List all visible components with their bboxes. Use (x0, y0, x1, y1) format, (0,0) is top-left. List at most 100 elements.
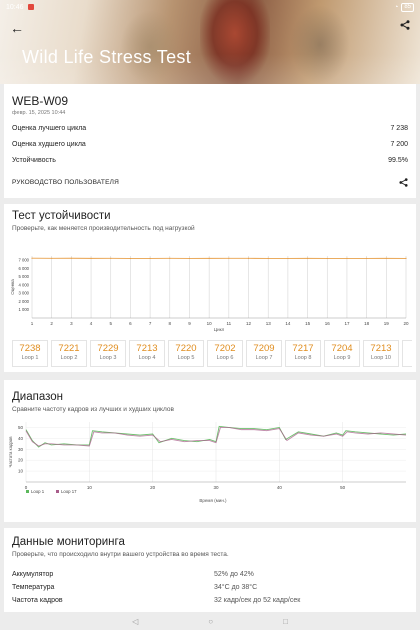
loop-score-tile[interactable]: 7204 Loop 9 (324, 340, 360, 367)
score-point (287, 257, 289, 260)
loop-score-tile[interactable]: 7213 Loop 4 (129, 340, 165, 367)
loop-score-value: 7229 (97, 343, 119, 354)
row-value: 99.5% (388, 157, 408, 164)
legend-label: Loop 17 (61, 489, 77, 494)
loop-score-label: Loop 10 (371, 355, 391, 361)
legend-swatch (26, 490, 29, 493)
score-point (228, 257, 230, 259)
user-guide-link[interactable]: РУКОВОДСТВО ПОЛЬЗОВАТЕЛЯ (12, 178, 408, 187)
row-value: 32 кадр/сек до 52 кадр/сек (214, 597, 301, 604)
loop-score-label: Loop 9 (333, 355, 351, 361)
score-point (169, 257, 171, 259)
row-value: 7 238 (390, 125, 408, 132)
y-tick-label: 40 (18, 436, 24, 441)
score-point (267, 257, 269, 259)
section-title: Данные мониторинга (12, 536, 125, 548)
test-date: февр. 15, 2025 10:44 (12, 110, 66, 116)
row-label: Температура (12, 584, 55, 591)
hero-art-figure (290, 5, 350, 84)
x-tick-label: 30 (213, 485, 219, 490)
loop-score-value: 7221 (58, 343, 80, 354)
loop-score-label: Loop 7 (255, 355, 273, 361)
loop-score-value: 7213 (370, 343, 392, 354)
row-value: 7 200 (390, 141, 408, 148)
loop-score-tile[interactable]: 7220 Loop 5 (168, 340, 204, 367)
y-tick-label: 2 000 (19, 299, 30, 304)
loop-score-tile[interactable]: 7209 Loop 7 (246, 340, 282, 367)
y-tick-label: 4 000 (19, 282, 30, 287)
score-point (31, 257, 33, 259)
monitoring-row-temperature: Температура 34°C до 38°C (12, 581, 408, 594)
loop-score-value: 7202 (214, 343, 236, 354)
y-tick-label: 1 000 (19, 307, 30, 312)
loop-score-label: Loop 1 (21, 355, 39, 361)
nav-recents-icon[interactable]: □ (283, 616, 288, 626)
share-icon[interactable] (400, 20, 410, 30)
page-title: Wild Life Stress Test (22, 47, 192, 67)
x-axis-label: Время (мин.) (199, 498, 227, 503)
monitoring-card: Данные мониторинга Проверьте, что происх… (4, 528, 416, 612)
x-tick-label: 0 (25, 485, 28, 490)
loop-score-label: Loop 6 (216, 355, 234, 361)
score-point (70, 257, 72, 259)
loop-score-tile[interactable]: 722 (402, 340, 412, 367)
section-subtitle: Проверьте, что происходило внутри вашего… (12, 551, 229, 558)
loop-score-tile[interactable]: 7221 Loop 2 (51, 340, 87, 367)
loop-score-tile[interactable]: 7217 Loop 8 (285, 340, 321, 367)
back-arrow-icon[interactable]: ← (10, 20, 24, 36)
x-tick-label: 50 (340, 485, 346, 490)
x-tick-label: 17 (344, 321, 350, 326)
x-tick-label: 6 (129, 321, 132, 326)
loop-score-label: Loop 8 (294, 355, 312, 361)
battery-icon: 85 (401, 2, 414, 12)
best-loop-row: Оценка лучшего цикла 7 238 (12, 125, 408, 132)
score-point (110, 257, 112, 259)
loop-score-label: Loop 4 (138, 355, 156, 361)
system-nav-bar: ◁ ○ □ (0, 612, 420, 630)
x-tick-label: 18 (364, 321, 370, 326)
loop-score-tile[interactable]: 7238 Loop 1 (12, 340, 48, 367)
stability-test-card: Тест устойчивости Проверьте, как меняетс… (4, 204, 416, 372)
x-tick-label: 8 (169, 321, 172, 326)
loop-score-value: 7238 (19, 343, 41, 354)
loop-scores-strip[interactable]: 7238 Loop 1 7221 Loop 2 7229 Loop 3 7213 Loop 4… (12, 340, 412, 368)
x-tick-label: 9 (188, 321, 191, 326)
loop-score-tile[interactable]: 7213 Loop 10 (363, 340, 399, 367)
loop-score-value: 7217 (292, 343, 314, 354)
hero-banner: ← Wild Life Stress Test (0, 0, 420, 84)
share-icon[interactable] (399, 178, 408, 187)
x-tick-label: 7 (149, 321, 152, 326)
loop-score-label: Loop 5 (177, 355, 195, 361)
score-point (385, 257, 387, 259)
loop-score-value: 7209 (253, 343, 275, 354)
loop-score-label: Loop 3 (99, 355, 117, 361)
y-axis-label: Частота кадров (8, 436, 13, 468)
x-tick-label: 14 (285, 321, 291, 326)
x-tick-label: 1 (31, 321, 34, 326)
loop-score-tile[interactable]: 7229 Loop 3 (90, 340, 126, 367)
x-tick-label: 3 (70, 321, 73, 326)
score-point (90, 257, 92, 259)
row-value: 34°C до 38°C (214, 584, 258, 591)
device-name: WEB-W09 (12, 94, 69, 108)
row-label: Оценка худшего цикла (12, 141, 86, 148)
nav-home-icon[interactable]: ○ (208, 616, 214, 626)
score-point (51, 257, 53, 259)
score-point (306, 257, 309, 259)
section-title: Тест устойчивости (12, 210, 111, 222)
loop-score-tile[interactable]: 7202 Loop 6 (207, 340, 243, 367)
score-point (405, 257, 407, 259)
y-tick-label: 3 000 (19, 291, 30, 296)
status-bar: 10:46 ◔ 85 (0, 0, 420, 14)
x-tick-label: 20 (403, 321, 409, 326)
x-tick-label: 10 (207, 321, 213, 326)
score-point (366, 257, 368, 260)
score-point (188, 257, 191, 260)
section-subtitle: Проверьте, как меняется производительнос… (12, 225, 195, 232)
y-tick-label: 7 000 (19, 258, 30, 263)
score-point (326, 257, 328, 260)
status-time: 10:46 (6, 3, 24, 11)
score-rows: Оценка лучшего цикла 7 238 Оценка худшег… (12, 125, 408, 164)
nav-back-icon[interactable]: ◁ (132, 616, 139, 626)
section-title: Диапазон (12, 391, 63, 403)
